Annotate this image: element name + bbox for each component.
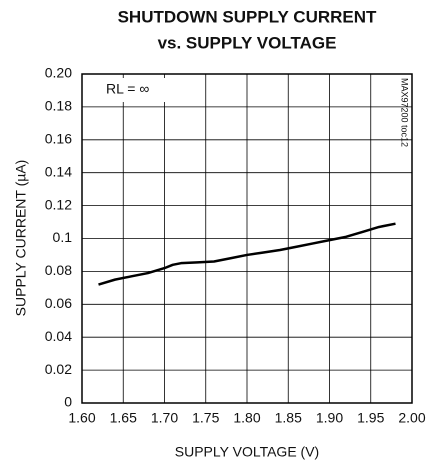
x-tick-label: 1.60 bbox=[68, 410, 95, 426]
y-tick-label: 0.02 bbox=[45, 361, 72, 377]
annotation: RL = ∞ bbox=[106, 81, 149, 97]
chart-title: SHUTDOWN SUPPLY CURRENT bbox=[118, 7, 377, 26]
x-tick-label: 1.85 bbox=[275, 410, 302, 426]
x-tick-label: 1.90 bbox=[316, 410, 343, 426]
y-tick-label: 0.06 bbox=[45, 295, 72, 311]
y-tick-label: 0.14 bbox=[45, 163, 72, 179]
y-tick-label: 0.18 bbox=[45, 98, 72, 114]
x-tick-label: 1.95 bbox=[357, 410, 384, 426]
x-axis-label: SUPPLY VOLTAGE (V) bbox=[175, 444, 319, 460]
x-tick-label: 1.80 bbox=[233, 410, 260, 426]
annotation: MAX97200 toc12 bbox=[400, 78, 410, 147]
y-tick-label: 0.20 bbox=[45, 65, 72, 81]
y-tick-label: 0.12 bbox=[45, 196, 72, 212]
plot-frame bbox=[81, 73, 413, 404]
y-tick-label: 0.04 bbox=[45, 328, 72, 344]
y-tick-label: 0.16 bbox=[45, 131, 72, 147]
data-line bbox=[98, 222, 396, 286]
annotation-box bbox=[97, 78, 167, 102]
x-tick-label: 1.70 bbox=[151, 410, 178, 426]
y-axis-label: SUPPLY CURRENT (µA) bbox=[13, 160, 29, 317]
y-tick-label: 0.08 bbox=[45, 262, 72, 278]
y-tick-label: 0.1 bbox=[53, 229, 73, 245]
x-tick-label: 2.00 bbox=[398, 410, 425, 426]
chart-title: vs. SUPPLY VOLTAGE bbox=[158, 33, 337, 52]
y-tick-label: 0 bbox=[64, 394, 72, 410]
x-tick-label: 1.75 bbox=[192, 410, 219, 426]
x-tick-label: 1.65 bbox=[110, 410, 137, 426]
